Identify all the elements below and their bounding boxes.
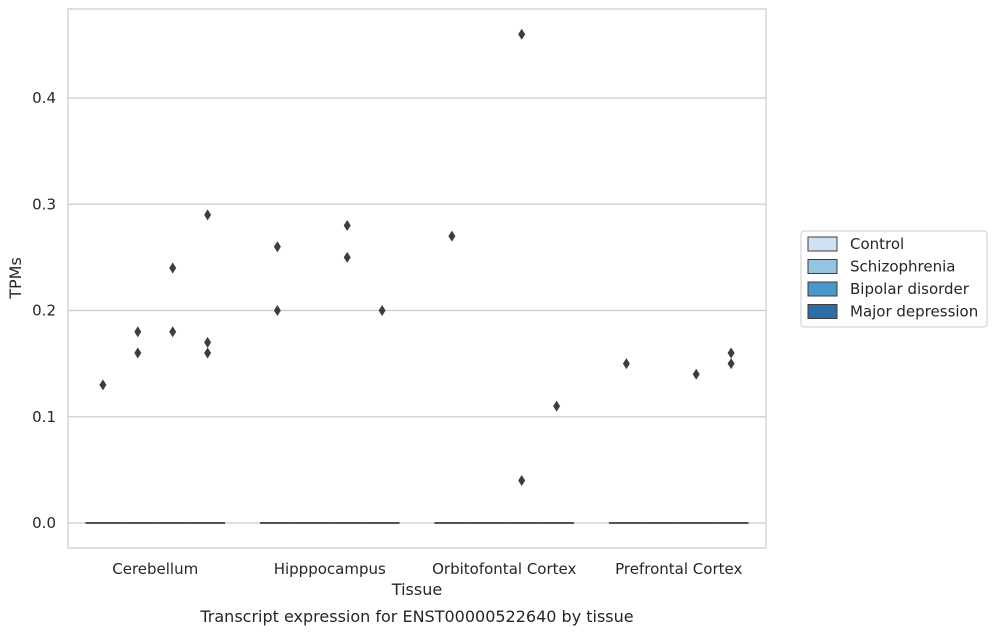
outlier-point: [343, 220, 351, 231]
legend-label: Schizophrenia: [850, 258, 955, 276]
y-tick-labels: 0.0 0.1 0.2 0.3 0.4: [32, 89, 56, 532]
outlier-point: [273, 305, 281, 316]
legend-swatch: [807, 236, 838, 252]
outlier-point: [204, 209, 212, 221]
legend-label: Control: [850, 235, 904, 253]
outlier-point: [169, 262, 177, 274]
y-tick-label: 0.4: [32, 89, 56, 107]
legend-label: Major depression: [850, 303, 978, 321]
x-axis-title: Tissue: [391, 580, 442, 599]
outlier-point: [343, 251, 351, 263]
y-tick-label: 0.3: [32, 195, 56, 213]
outlier-point: [378, 305, 386, 316]
legend-label: Bipolar disorder: [850, 280, 970, 298]
legend-swatch: [807, 281, 838, 297]
x-tick-label: Cerebellum: [112, 560, 198, 578]
outlier-points: [99, 28, 735, 486]
outlier-point: [518, 475, 526, 486]
y-axis-title: TPMs: [6, 257, 25, 300]
outlier-point: [134, 347, 142, 359]
outlier-point: [204, 336, 212, 348]
x-tick-labels: Cerebellum Hipppocampus Orbitofontal Corte…: [112, 560, 742, 578]
outlier-point: [518, 28, 526, 40]
plot-frame: [67, 8, 767, 549]
y-tick-label: 0.2: [32, 302, 56, 320]
outlier-point: [727, 358, 735, 370]
x-tick-label: Hipppocampus: [274, 560, 386, 578]
y-tick-label: 0.1: [32, 408, 56, 426]
legend-swatch: [807, 259, 838, 274]
chart-caption: Transcript expression for ENST0000052264…: [199, 607, 633, 626]
grid-lines: [68, 97, 766, 524]
outlier-point: [448, 230, 456, 242]
x-tick-label: Prefrontal Cortex: [615, 560, 742, 578]
outlier-point: [99, 379, 107, 391]
outlier-point: [622, 358, 630, 370]
legend-frame: [800, 230, 988, 328]
legend: Control Schizophrenia Bipolar disorder Majo…: [800, 230, 988, 328]
legend-swatch: [807, 304, 838, 319]
y-tick-label: 0.0: [32, 514, 56, 532]
x-tick-label: Orbitofontal Cortex: [432, 560, 576, 578]
outlier-point: [134, 326, 142, 338]
outlier-point: [273, 241, 281, 253]
outlier-point: [692, 368, 700, 380]
outlier-point: [204, 347, 212, 359]
outlier-point: [169, 326, 177, 338]
outlier-point: [553, 400, 561, 412]
outlier-point: [727, 347, 735, 359]
